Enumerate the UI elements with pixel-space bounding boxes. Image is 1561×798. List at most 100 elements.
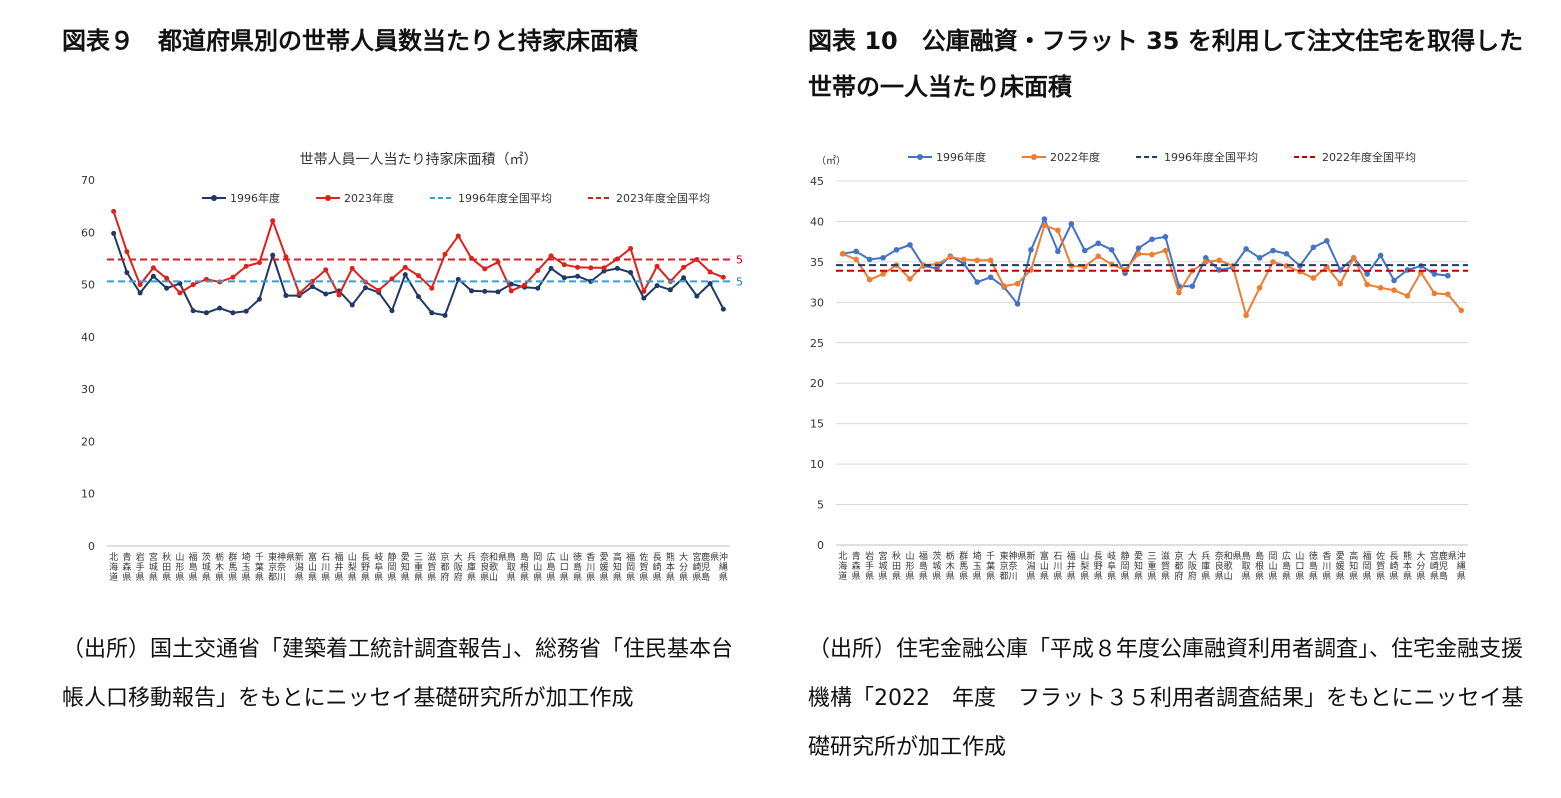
data-point: [628, 270, 634, 276]
data-point: [853, 248, 859, 255]
x-tick-label: 大阪府: [1188, 550, 1197, 582]
x-tick-label: 北海道: [109, 552, 118, 583]
y-tick-label: 20: [810, 377, 824, 390]
x-tick-label: 千葉県: [986, 551, 995, 582]
data-point: [707, 281, 713, 287]
data-point: [667, 287, 673, 293]
data-point: [296, 290, 302, 296]
data-point: [482, 266, 488, 272]
y-tick-label: 10: [810, 458, 824, 471]
y-tick-label: 40: [810, 215, 824, 228]
data-point: [469, 288, 475, 294]
x-tick-label: 長野県: [361, 552, 370, 583]
x-tick-label: 三重県: [414, 553, 423, 583]
x-tick-label: 愛媛県: [600, 551, 609, 583]
data-point: [1350, 255, 1357, 261]
legend-item: 2022年度: [1022, 150, 1100, 164]
data-point: [429, 285, 435, 291]
data-point: [349, 302, 355, 308]
data-point: [429, 310, 435, 316]
y-tick-label: 50: [81, 279, 95, 292]
data-point: [402, 264, 408, 270]
data-point: [1202, 255, 1209, 261]
data-point: [1135, 245, 1142, 251]
data-point: [866, 276, 873, 283]
data-point: [588, 265, 594, 271]
x-tick-label: 青森県: [122, 551, 131, 583]
data-point: [442, 312, 448, 318]
x-tick-label: 佐賀県: [1376, 550, 1385, 582]
x-tick-label: 和歌山県: [489, 552, 507, 583]
x-tick-label: 香川県: [586, 552, 595, 583]
x-tick-label: 高知県: [1349, 550, 1358, 582]
data-point: [1270, 259, 1276, 265]
data-point: [947, 254, 954, 260]
x-tick-label: 広島県: [547, 551, 556, 583]
data-point: [987, 257, 994, 264]
x-tick-label: 北海道: [838, 551, 847, 582]
data-point: [217, 305, 223, 311]
x-tick-label: 東京都: [268, 551, 277, 583]
data-point: [416, 294, 421, 300]
legend-label: 1996年度: [936, 150, 986, 164]
data-point: [1149, 251, 1155, 258]
y-tick-label: 5: [817, 499, 824, 512]
data-point: [203, 310, 209, 316]
x-tick-label: 福岡県: [1363, 550, 1372, 582]
x-tick-label: 岐阜県: [374, 551, 383, 583]
avg-annotation: 50.6: [736, 275, 742, 288]
legend-label: 2022年度: [1050, 150, 1100, 164]
x-tick-label: 沖縄県: [719, 551, 728, 583]
x-tick-label: 山口県: [560, 552, 569, 583]
data-point: [1108, 246, 1115, 253]
data-point: [1001, 283, 1007, 289]
data-point: [137, 290, 143, 296]
data-point: [389, 276, 395, 282]
legend-item: 1996年度: [202, 191, 280, 205]
data-point: [270, 218, 276, 224]
data-point: [1431, 290, 1438, 297]
data-point: [389, 308, 395, 314]
series-line-0: [842, 216, 1448, 307]
data-point: [270, 252, 276, 258]
y-tick-label: 30: [810, 296, 824, 309]
data-point: [323, 267, 329, 273]
x-tick-label: 石川県: [321, 553, 330, 583]
data-point: [588, 278, 594, 284]
data-point: [495, 289, 501, 295]
y-tick-label: 30: [81, 383, 95, 396]
x-tick-label: 宮城県: [149, 551, 158, 583]
x-tick-label: 新潟県: [1026, 550, 1035, 582]
data-point: [839, 251, 846, 257]
data-point: [1014, 301, 1021, 307]
figure9-chart: 世帯人員一人当たり持家床面積（㎡） 0 10 20 30 40 50 60 70 北海道青森県岩手…: [81, 151, 742, 583]
x-tick-label: 岡山県: [1269, 551, 1278, 582]
x-tick-label: 栃木県: [946, 550, 955, 582]
legend-label: 1996年度全国平均: [1164, 150, 1258, 164]
x-tick-label: 宮崎県: [692, 551, 701, 583]
data-point: [1377, 284, 1384, 291]
x-tick-label: 福岡県: [626, 551, 635, 583]
data-point: [376, 287, 382, 293]
data-point: [1216, 267, 1223, 273]
data-point: [1176, 289, 1182, 296]
data-point: [907, 276, 913, 282]
data-point: [1055, 227, 1061, 234]
x-tick-label: 島根県: [1255, 550, 1264, 582]
x-tick-label: 神奈川県: [1009, 550, 1027, 582]
x-tick-label: 埼玉県: [242, 551, 251, 583]
legend-label: 1996年度: [230, 191, 280, 205]
x-tick-label: 茨城県: [202, 551, 211, 583]
data-point: [1028, 246, 1034, 253]
data-point: [256, 296, 262, 302]
data-point: [601, 265, 607, 271]
data-point: [402, 272, 408, 278]
x-tick-label: 大阪府: [454, 551, 463, 583]
data-point: [1283, 251, 1290, 257]
data-point: [124, 249, 130, 255]
data-point: [1068, 221, 1075, 227]
x-tick-label: 福井県: [1067, 550, 1076, 582]
data-point: [1243, 312, 1249, 319]
data-point: [1202, 259, 1209, 265]
data-point: [150, 265, 156, 271]
